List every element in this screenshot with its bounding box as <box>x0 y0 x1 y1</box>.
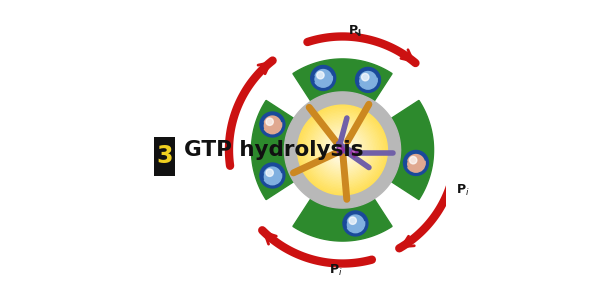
Circle shape <box>314 69 333 87</box>
Circle shape <box>313 120 372 180</box>
Circle shape <box>338 146 347 154</box>
Circle shape <box>301 108 384 192</box>
Circle shape <box>304 111 381 189</box>
Circle shape <box>341 148 344 152</box>
Circle shape <box>410 157 417 164</box>
Text: P$_i$: P$_i$ <box>348 24 361 39</box>
Circle shape <box>263 115 282 134</box>
Text: P$_i$: P$_i$ <box>329 262 343 278</box>
Circle shape <box>362 74 369 81</box>
Text: GTP hydrolysis: GTP hydrolysis <box>184 140 363 160</box>
Circle shape <box>316 123 369 177</box>
Polygon shape <box>293 199 392 241</box>
Circle shape <box>314 122 371 178</box>
Circle shape <box>333 141 352 159</box>
Circle shape <box>349 217 356 224</box>
Circle shape <box>299 106 386 194</box>
Circle shape <box>330 138 355 162</box>
Circle shape <box>339 147 346 153</box>
Circle shape <box>310 117 375 183</box>
Circle shape <box>305 112 380 188</box>
Circle shape <box>263 166 282 185</box>
Circle shape <box>266 169 274 176</box>
Circle shape <box>302 110 383 190</box>
Circle shape <box>324 132 361 168</box>
Circle shape <box>353 151 355 152</box>
Circle shape <box>308 116 377 184</box>
Circle shape <box>343 211 368 236</box>
Circle shape <box>404 151 429 175</box>
Circle shape <box>326 134 359 166</box>
Polygon shape <box>391 100 433 200</box>
Text: P$_i$: P$_i$ <box>456 183 469 199</box>
Circle shape <box>359 71 377 89</box>
Polygon shape <box>284 92 401 208</box>
Circle shape <box>346 214 365 233</box>
Polygon shape <box>350 148 358 158</box>
Circle shape <box>307 114 378 186</box>
Circle shape <box>321 129 363 171</box>
Text: 3: 3 <box>156 144 172 168</box>
Circle shape <box>332 140 353 160</box>
Circle shape <box>339 148 341 150</box>
Circle shape <box>336 144 349 156</box>
Circle shape <box>327 135 358 165</box>
Circle shape <box>318 126 366 174</box>
Polygon shape <box>336 144 345 156</box>
Circle shape <box>317 71 324 79</box>
Circle shape <box>311 118 374 182</box>
Circle shape <box>311 65 336 90</box>
Circle shape <box>260 112 285 137</box>
FancyBboxPatch shape <box>153 136 175 176</box>
Circle shape <box>323 130 362 170</box>
Circle shape <box>407 154 425 172</box>
Circle shape <box>356 68 381 92</box>
Circle shape <box>320 128 365 172</box>
Circle shape <box>298 105 387 195</box>
Circle shape <box>317 124 368 176</box>
Polygon shape <box>293 59 392 101</box>
Circle shape <box>260 163 285 188</box>
Circle shape <box>329 136 356 164</box>
Circle shape <box>335 142 350 158</box>
Circle shape <box>266 118 274 125</box>
Polygon shape <box>252 100 294 200</box>
